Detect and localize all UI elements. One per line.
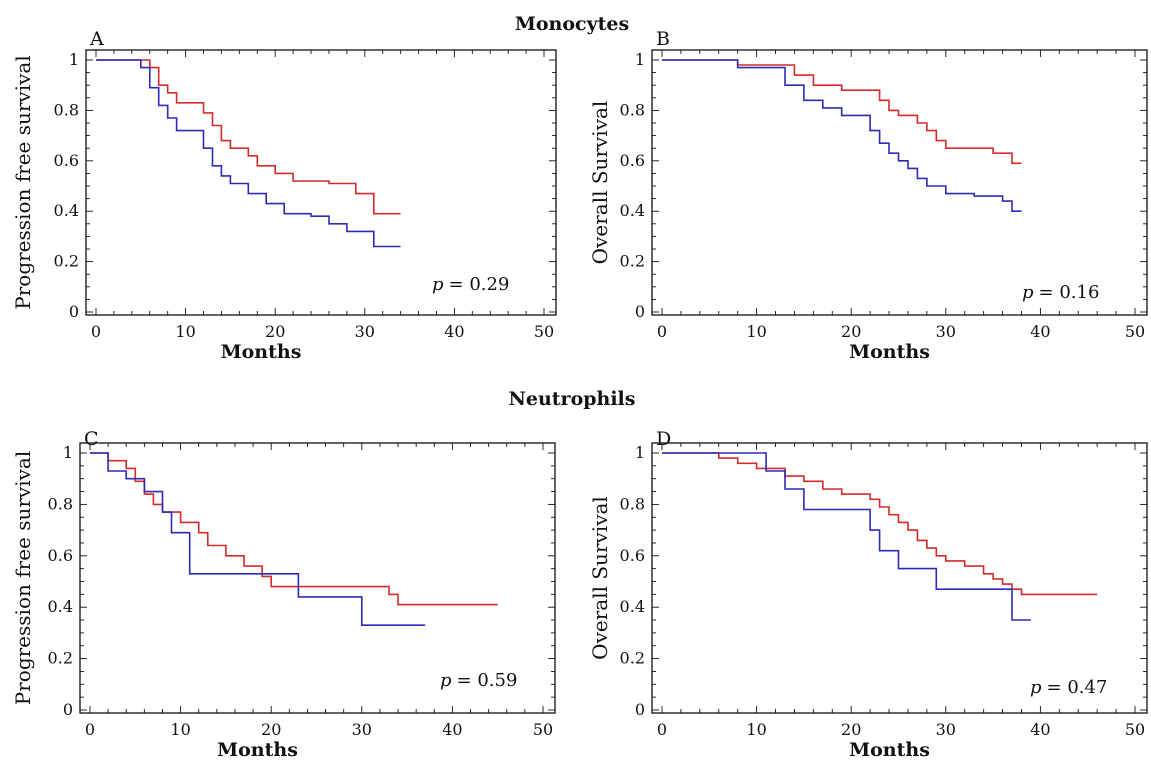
panel-a: 0 10 20 30 40 50 0 0.2 0.4 0.6 0.8 1 Months Progressi… [11,28,557,363]
x-tick-label: 10 [746,322,766,341]
y-tick-label: 0 [63,700,73,719]
x-tick-label: 50 [1125,322,1145,341]
x-tick-label: 10 [746,720,766,739]
survival-curve-blue [662,452,1031,621]
y-tick-label: 0.2 [620,252,645,271]
survival-curve-red [96,59,401,215]
p-label: p [1030,677,1042,698]
x-tick-label: 30 [355,322,375,341]
x-tick-label: 50 [533,720,553,739]
y-tick-label: 0.4 [620,597,645,616]
survival-curve-red [90,452,498,606]
x-tick-label: 0 [85,720,95,739]
panel-letter: A [89,28,104,50]
x-tick-label: 10 [175,322,195,341]
x-tick-label: 40 [444,322,464,341]
y-tick-label: 1 [635,50,645,69]
y-axis-title: Progression free survival [11,451,35,705]
y-tick-label: 1 [69,50,79,69]
x-tick-label: 30 [936,720,956,739]
x-tick-label: 20 [261,720,281,739]
minor-ticks [80,443,555,713]
y-tick-label: 0.4 [48,597,73,616]
minor-ticks [652,50,1147,315]
x-tick-label: 40 [1030,720,1050,739]
p-value: = 0.16 [1039,282,1100,303]
x-tick-label: 50 [534,322,554,341]
y-tick-label: 0.2 [54,252,79,271]
x-tick-label: 10 [170,720,190,739]
y-tick-label: 0 [635,700,645,719]
x-tick-label: 50 [1125,720,1145,739]
x-tick-label: 0 [91,322,101,341]
plot-frame [79,442,556,714]
panel-letter: B [656,28,670,50]
panel-letter: D [656,428,671,450]
neutrophils-title: Neutrophils [509,388,636,410]
y-axis-title: Progression free survival [11,55,35,309]
y-tick-label: 0.8 [620,100,645,119]
x-axis-title: Months [221,341,302,363]
panel-letter: C [84,428,99,450]
x-axis-title: Months [849,739,930,761]
plot-frame [651,442,1148,714]
y-axis-title: Overall Survival [588,101,612,265]
minor-ticks [652,443,1147,713]
p-label: p [432,274,444,295]
minor-ticks [86,50,556,315]
y-tick-label: 0.4 [54,201,79,220]
y-axis-title: Overall Survival [588,496,612,660]
x-tick-label: 20 [841,322,861,341]
p-label: p [440,670,452,691]
y-tick-label: 0.8 [54,100,79,119]
chart-panels: 0 10 20 30 40 5000.20.40.60.81MonthsProgressi… [11,28,1148,761]
y-tick-label: 0.8 [48,494,73,513]
y-tick-label: 0.6 [620,546,645,565]
x-axis-title: Months [849,341,930,363]
x-tick-label: 20 [841,720,861,739]
p-label: p [1022,282,1034,303]
y-tick-label: 0.6 [54,151,79,170]
panel-c: 0 10 20 30 40 50 0 0.2 0.4 0.6 0.8 1 Months Progressi… [11,428,556,761]
survival-curve-blue [662,59,1022,212]
x-tick-label: 40 [442,720,462,739]
p-value-annotation: p = 0.16 [1022,282,1099,303]
x-tick-label: 0 [657,322,667,341]
p-value-annotation: p = 0.59 [440,670,517,691]
x-tick-label: 20 [265,322,285,341]
y-tick-label: 0.8 [620,494,645,513]
p-value: = 0.47 [1047,677,1108,698]
p-value-annotation: p = 0.29 [432,274,509,295]
y-tick-label: 1 [635,443,645,462]
x-tick-label: 30 [352,720,372,739]
x-tick-label: 0 [657,720,667,739]
panel-d: 0 10 20 30 40 50 0 0.2 0.4 0.6 0.8 1 Months Overall S… [588,428,1148,761]
y-tick-label: 0.6 [48,546,73,565]
plot-frame [85,49,557,316]
monocytes-title: Monocytes [515,13,629,35]
y-tick-label: 0 [69,302,79,321]
survival-curve-red [662,59,1022,165]
y-tick-label: 0.6 [620,151,645,170]
survival-curve-red [662,452,1098,596]
survival-curve-blue [90,452,426,626]
p-value-annotation: p = 0.47 [1030,677,1107,698]
survival-curve-blue [96,59,401,248]
y-tick-label: 1 [63,443,73,462]
x-axis-title: Months [217,739,298,761]
y-tick-label: 0.4 [620,201,645,220]
y-tick-label: 0 [635,302,645,321]
y-tick-label: 0.2 [620,649,645,668]
panel-b: 0 10 20 30 40 50 0 0.2 0.4 0.6 0.8 1 Months Overall S… [588,28,1148,363]
x-tick-label: 40 [1030,322,1050,341]
p-value: = 0.59 [457,670,518,691]
plot-frame [651,49,1148,316]
p-value: = 0.29 [449,274,510,295]
y-tick-label: 0.2 [48,649,73,668]
x-tick-label: 30 [936,322,956,341]
